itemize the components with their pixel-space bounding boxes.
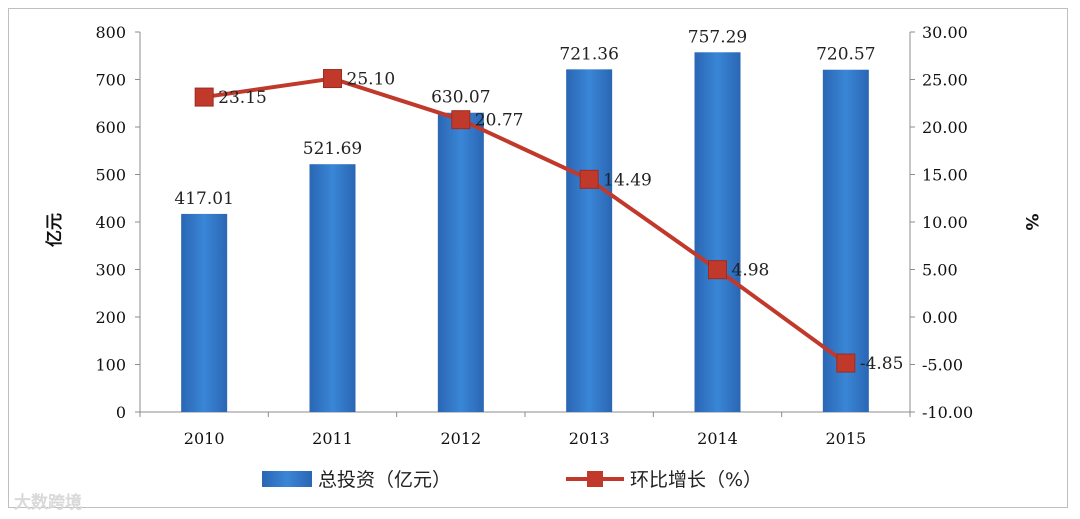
y-left-tick-label: 0: [116, 403, 126, 422]
bar-data-label: 757.29: [688, 27, 747, 47]
line-point-marker: [194, 87, 214, 107]
x-tick-label: 2013: [569, 429, 610, 448]
x-tick-label: 2011: [312, 429, 353, 448]
legend-bar-label: 总投资（亿元）: [318, 469, 451, 491]
watermark: 大数跨境: [14, 493, 82, 513]
line-point-marker: [836, 353, 856, 373]
line-point-marker: [451, 110, 471, 130]
y-right-tick-label: 15.00: [922, 166, 968, 185]
y-left-tick-label: 100: [95, 356, 126, 375]
legend-bar-swatch: [262, 471, 312, 487]
bar-data-label: 630.07: [431, 88, 490, 108]
bar: [694, 52, 741, 412]
x-tick-label: 2010: [184, 429, 225, 448]
bar: [181, 213, 228, 412]
y-right-tick-label: 0.00: [922, 308, 958, 327]
line-data-label: 23.15: [218, 88, 267, 108]
bar-data-label: 720.57: [816, 45, 875, 65]
legend-line-marker: [587, 471, 603, 487]
y-right-tick-label: 25.00: [922, 71, 968, 90]
line-series: [203, 76, 848, 365]
line-data-label: 25.10: [347, 70, 396, 90]
y-left-tick-label: 300: [95, 261, 126, 280]
y-right-tick-label: -10.00: [922, 403, 973, 422]
y-right-tick-label: -5.00: [922, 356, 963, 375]
line-data-label: 14.49: [603, 170, 652, 190]
y-left-tick-label: 200: [95, 308, 126, 327]
x-tick-label: 2014: [697, 429, 738, 448]
line-point-marker: [323, 69, 342, 89]
x-tick-label: 2012: [440, 429, 481, 448]
y-right-tick-label: 30.00: [922, 23, 968, 42]
y-right-tick-label: 20.00: [922, 118, 968, 137]
bar: [309, 164, 356, 412]
y-left-tick-label: 500: [95, 166, 126, 185]
y-right-tick-label: 5.00: [922, 261, 958, 280]
line-data-label: 20.77: [475, 111, 524, 131]
y-left-axis-title: 亿元: [44, 213, 65, 247]
line-data-label: -4.85: [860, 354, 904, 374]
y-left-tick-label: 700: [95, 71, 126, 90]
bar: [437, 112, 484, 413]
bar-data-label: 417.01: [174, 189, 233, 209]
y-left-tick-label: 800: [95, 23, 126, 42]
line-point-marker: [708, 260, 727, 280]
bar: [566, 69, 613, 412]
y-left-tick-label: 400: [95, 213, 126, 232]
bar-data-label: 521.69: [303, 139, 362, 159]
y-right-tick-label: 10.00: [922, 213, 968, 232]
y-right-axis-title: %: [1021, 213, 1041, 230]
legend-line-label: 环比增长（%）: [630, 469, 762, 491]
y-left-tick-label: 600: [95, 118, 126, 137]
x-tick-label: 2015: [825, 429, 866, 448]
line-data-label: 4.98: [732, 261, 770, 281]
line-point-marker: [579, 169, 599, 189]
bar-data-label: 721.36: [559, 44, 618, 64]
